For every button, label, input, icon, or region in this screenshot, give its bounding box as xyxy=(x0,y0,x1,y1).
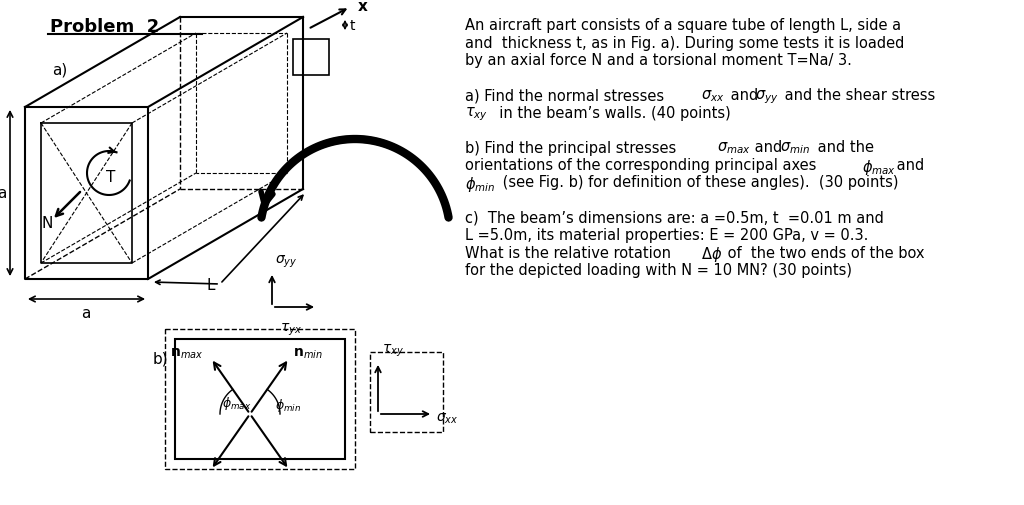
Text: b) Find the principal stresses: b) Find the principal stresses xyxy=(465,140,681,155)
Text: of  the two ends of the box: of the two ends of the box xyxy=(723,245,925,260)
Text: for the depicted loading with N = 10 MN? (30 points): for the depicted loading with N = 10 MN?… xyxy=(465,263,852,277)
Text: a: a xyxy=(81,306,91,320)
Text: orientations of the corresponding principal axes: orientations of the corresponding princi… xyxy=(465,158,821,173)
Text: a): a) xyxy=(52,62,68,77)
Text: b): b) xyxy=(153,351,169,366)
Text: $\tau_{xy}$: $\tau_{xy}$ xyxy=(465,105,488,123)
Text: T: T xyxy=(106,170,116,185)
Text: $\tau_{yx}$: $\tau_{yx}$ xyxy=(280,321,302,338)
Text: (see Fig. b) for definition of these angles).  (30 points): (see Fig. b) for definition of these ang… xyxy=(498,175,898,190)
Text: $\mathbf{n}_{min}$: $\mathbf{n}_{min}$ xyxy=(293,346,323,361)
Text: $\sigma_{min}$: $\sigma_{min}$ xyxy=(780,140,810,156)
Text: by an axial force N and a torsional moment T=Na/ 3.: by an axial force N and a torsional mome… xyxy=(465,53,852,68)
Text: An aircraft part consists of a square tube of length L, side a: An aircraft part consists of a square tu… xyxy=(465,18,901,33)
Text: c)  The beam’s dimensions are: a =0.5m, t  =0.01 m and: c) The beam’s dimensions are: a =0.5m, t… xyxy=(465,210,884,225)
Text: Problem  2: Problem 2 xyxy=(50,18,160,36)
Text: in the beam’s walls. (40 points): in the beam’s walls. (40 points) xyxy=(490,105,731,120)
Text: $\sigma_{xx}$: $\sigma_{xx}$ xyxy=(436,411,459,426)
Text: and the: and the xyxy=(813,140,874,155)
Text: t: t xyxy=(350,19,355,33)
Text: $\sigma_{max}$: $\sigma_{max}$ xyxy=(717,140,751,156)
Text: $\phi_{min}$: $\phi_{min}$ xyxy=(275,396,301,413)
Text: and: and xyxy=(892,158,925,173)
Text: $\sigma_{yy}$: $\sigma_{yy}$ xyxy=(275,253,297,270)
Text: $\Delta\phi$: $\Delta\phi$ xyxy=(701,245,722,264)
Text: $\mathbf{n}_{max}$: $\mathbf{n}_{max}$ xyxy=(170,346,203,361)
Text: L =5.0m, its material properties: E = 200 GPa, v = 0.3.: L =5.0m, its material properties: E = 20… xyxy=(465,228,868,242)
Text: $\phi_{max}$: $\phi_{max}$ xyxy=(862,158,896,177)
Text: N: N xyxy=(41,215,52,230)
Text: and the shear stress: and the shear stress xyxy=(780,88,935,103)
Text: L: L xyxy=(207,277,215,292)
Text: $\phi_{max}$: $\phi_{max}$ xyxy=(222,394,251,411)
Text: What is the relative rotation: What is the relative rotation xyxy=(465,245,676,260)
Text: and: and xyxy=(750,140,786,155)
Text: a: a xyxy=(0,186,6,201)
Text: $\tau_{xy}$: $\tau_{xy}$ xyxy=(382,342,404,358)
Text: and: and xyxy=(726,88,763,103)
Text: and  thickness t, as in Fig. a). During some tests it is loaded: and thickness t, as in Fig. a). During s… xyxy=(465,35,904,50)
Text: $\phi_{min}$: $\phi_{min}$ xyxy=(465,175,496,194)
Text: x: x xyxy=(358,0,368,14)
Text: a) Find the normal stresses: a) Find the normal stresses xyxy=(465,88,669,103)
Text: $\sigma_{xx}$: $\sigma_{xx}$ xyxy=(701,88,725,104)
Text: $\sigma_{yy}$: $\sigma_{yy}$ xyxy=(755,88,778,106)
